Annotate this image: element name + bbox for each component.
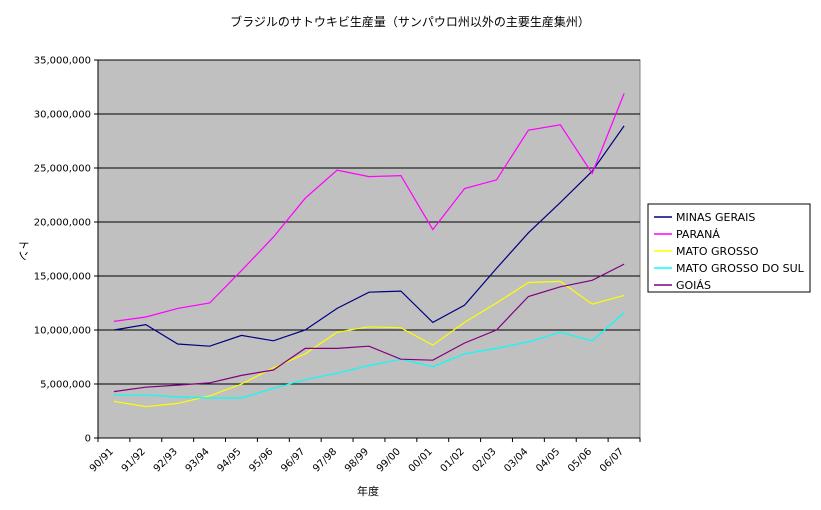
x-axis-tick-labels: 90/91 91/92 92/93 93/94 94/95 95/96 96/97 97/98… xyxy=(88,438,641,475)
y-tick-label: 15,000,000 xyxy=(34,272,91,283)
gridlines xyxy=(98,59,640,385)
x-tick-label: 95/96 xyxy=(247,446,275,474)
x-tick-label: 94/95 xyxy=(215,446,243,474)
x-tick-label: 06/07 xyxy=(598,446,626,474)
x-tick-label: 91/92 xyxy=(120,446,148,474)
plot-area xyxy=(97,59,641,439)
legend: MINAS GERAIS PARANÁ MATO GROSSO MATO GROSSO… xyxy=(647,203,811,293)
legend-label-mato-grosso: MATO GROSSO xyxy=(676,245,759,258)
x-tick-label: 99/00 xyxy=(375,446,403,474)
x-tick-label: 00/01 xyxy=(407,446,435,474)
y-axis-tick-labels: 0 5,000,000 10,000,000 15,000,000 20,000,000… xyxy=(34,56,98,445)
chart-title: ブラジルのサトウキビ生産量（サンパウロ州以外の主要生産集州） xyxy=(230,14,590,29)
y-tick-label: 25,000,000 xyxy=(34,164,91,175)
x-tick-label: 05/06 xyxy=(566,446,594,474)
y-tick-label: 5,000,000 xyxy=(40,380,91,391)
series-line-goias xyxy=(113,263,625,393)
x-tick-label: 98/99 xyxy=(343,446,371,474)
x-tick-label: 04/05 xyxy=(534,446,562,474)
legend-label-goias: GOIÁS xyxy=(676,279,711,292)
y-axis-title: トン xyxy=(17,239,30,261)
y-tick-label: 0 xyxy=(85,434,91,445)
x-tick-label: 92/93 xyxy=(152,446,180,474)
series-line-mato-grosso xyxy=(113,280,625,408)
series-lines xyxy=(113,93,625,408)
legend-label-minas-gerais: MINAS GERAIS xyxy=(676,211,755,224)
series-line-minas-gerais xyxy=(113,125,625,347)
y-tick-label: 35,000,000 xyxy=(34,56,91,67)
y-tick-label: 10,000,000 xyxy=(34,326,91,337)
x-tick-label: 03/04 xyxy=(502,446,530,474)
series-line-mato-grosso-do-sul xyxy=(113,312,625,399)
series-line-parana xyxy=(113,93,625,322)
y-tick-label: 30,000,000 xyxy=(34,110,91,121)
x-tick-label: 93/94 xyxy=(184,446,212,474)
legend-label-parana: PARANÁ xyxy=(676,228,720,241)
legend-box xyxy=(647,203,811,293)
x-tick-label: 97/98 xyxy=(311,446,339,474)
x-axis-title: 年度 xyxy=(357,484,379,498)
x-tick-label: 90/91 xyxy=(88,446,116,474)
x-tick-label: 02/03 xyxy=(470,446,498,474)
x-tick-label: 96/97 xyxy=(279,446,307,474)
x-tick-label: 01/02 xyxy=(439,446,467,474)
legend-label-mato-grosso-do-sul: MATO GROSSO DO SUL xyxy=(676,262,805,275)
y-tick-label: 20,000,000 xyxy=(34,218,91,229)
